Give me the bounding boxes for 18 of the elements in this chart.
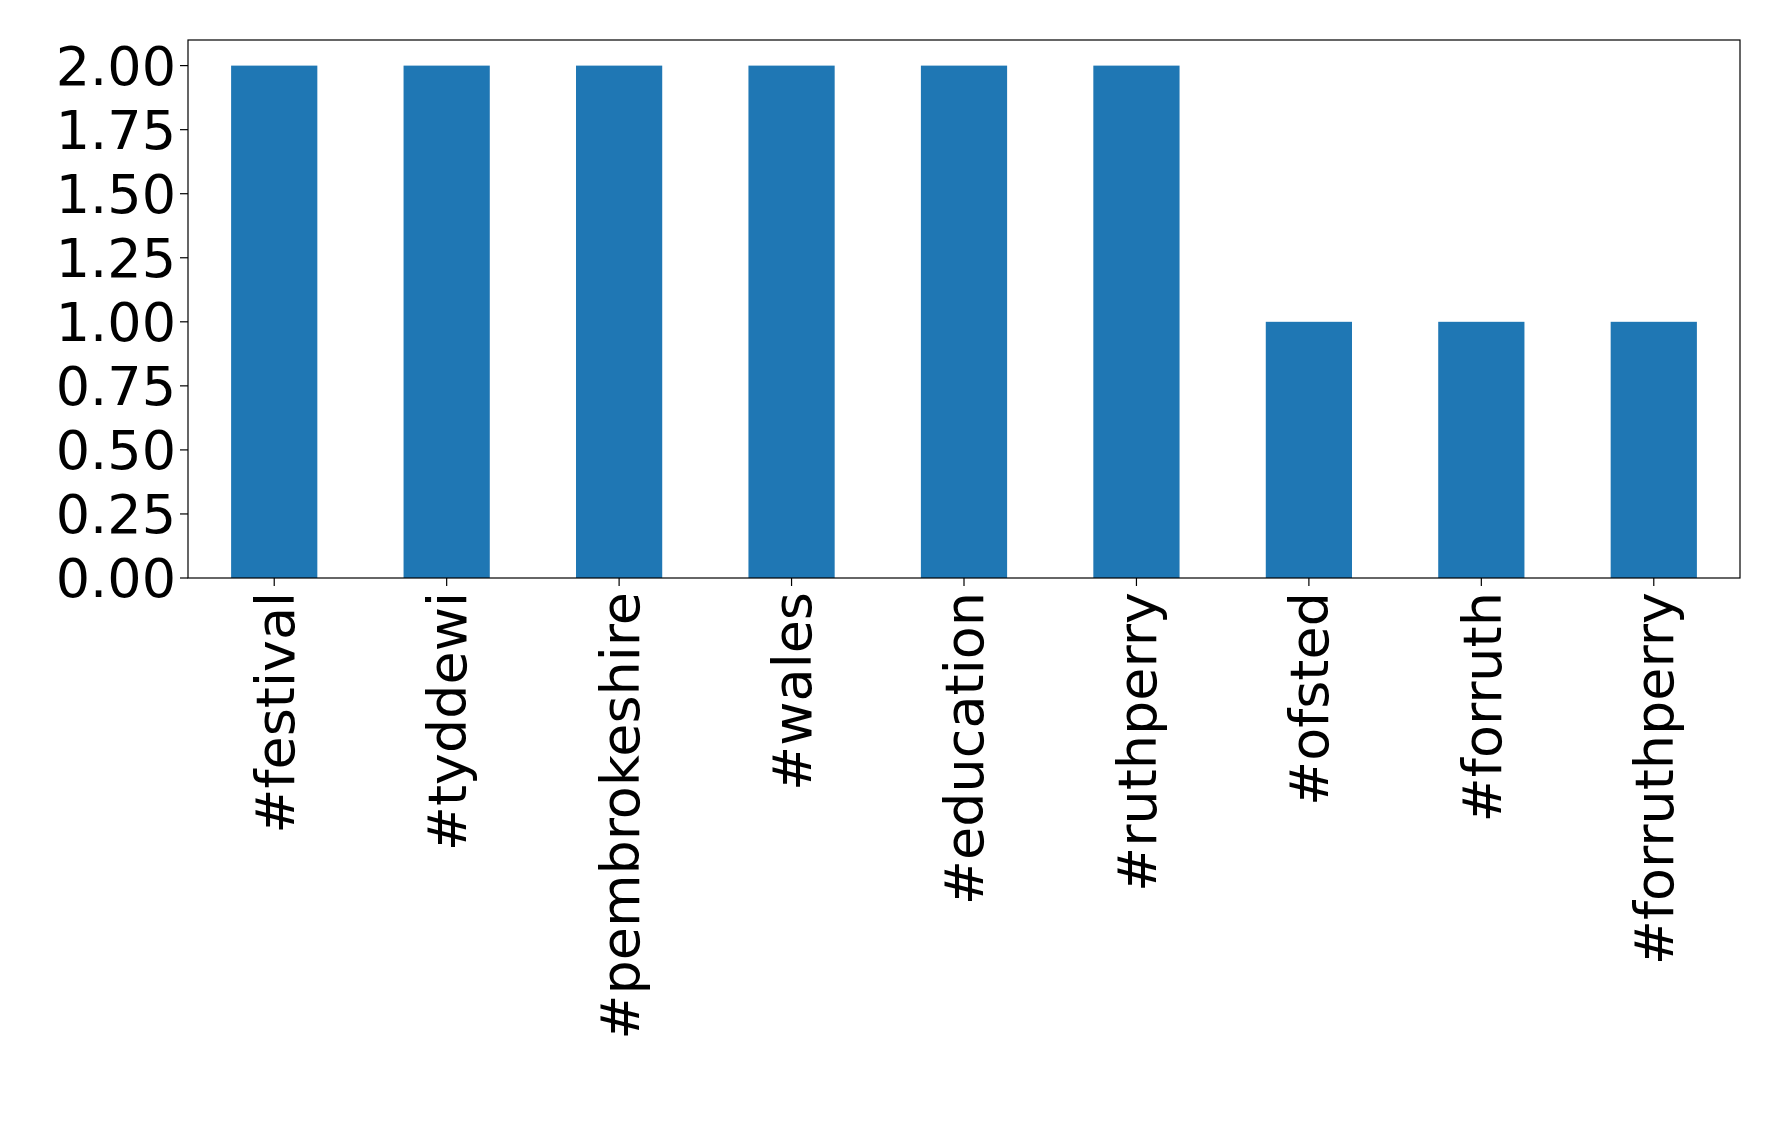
y-tick-label: 1.00 (55, 291, 176, 355)
y-tick-label: 2.00 (55, 35, 176, 99)
x-tick-label: #tyddewi (416, 592, 480, 852)
y-tick-label: 1.25 (55, 227, 176, 291)
y-tick-label: 0.00 (55, 547, 176, 611)
y-tick-label: 0.50 (55, 419, 176, 483)
x-tick-label: #forruthperry (1623, 592, 1687, 966)
x-tick-label: #forruth (1450, 592, 1514, 823)
x-tick-label: #ofsted (1278, 592, 1342, 807)
y-tick-label: 1.50 (55, 163, 176, 227)
x-tick-label: #festival (243, 592, 307, 834)
y-tick-label: 0.75 (55, 355, 176, 419)
x-tick-label: #wales (761, 592, 824, 791)
y-tick-label: 1.75 (55, 99, 176, 163)
y-tick-label: 0.25 (55, 483, 176, 547)
x-tick-label: #education (933, 592, 997, 906)
x-tick-label: #pembrokeshire (588, 592, 652, 1040)
x-tick-label: #ruthperry (1105, 592, 1169, 892)
